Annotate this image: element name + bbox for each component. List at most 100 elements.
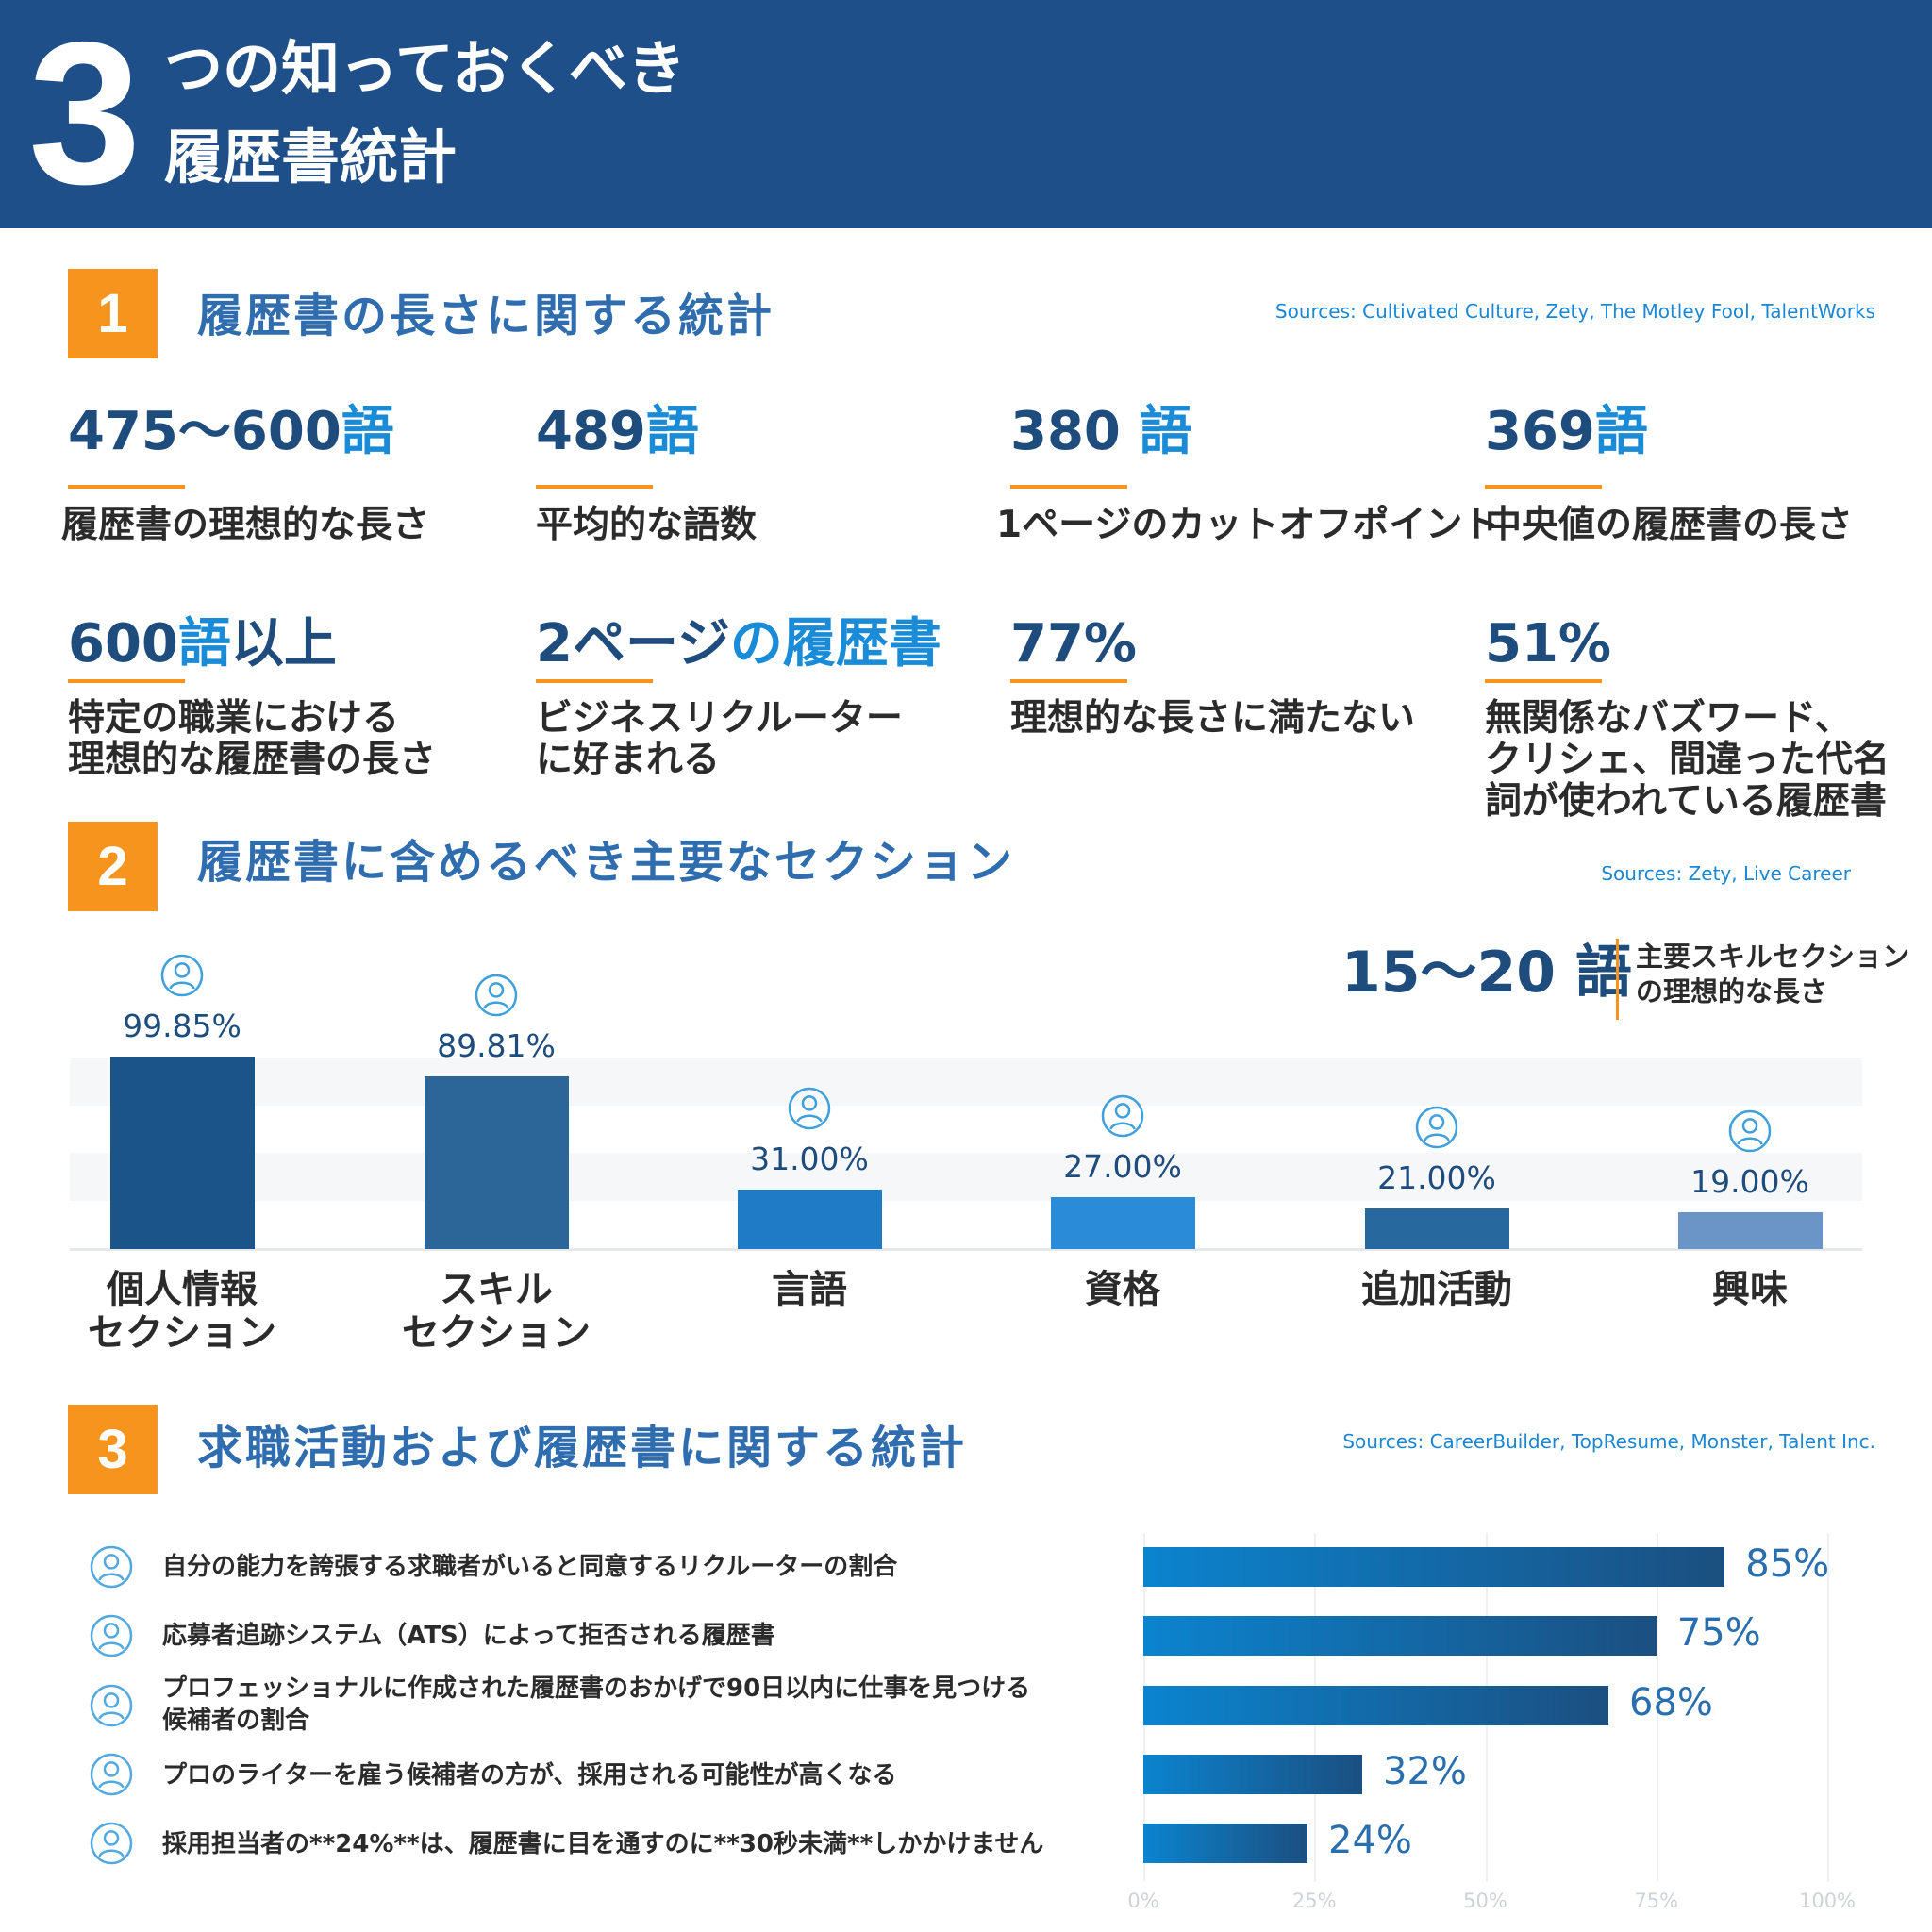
category-label: 追加活動 <box>1361 1268 1512 1311</box>
stat-item-label: 自分の能力を誇張する求職者がいると同意するリクルーターの割合 <box>162 1553 898 1581</box>
stat-value: 77% <box>1010 613 1137 675</box>
stat-underline <box>68 485 185 489</box>
stat-value: 380 語 <box>1010 401 1191 463</box>
stat-number: 2ページ <box>536 613 730 675</box>
x-tick-label: 100% <box>1798 1890 1857 1912</box>
stat-label: 無関係なバズワード、 クリシェ、間違った代名 詞が使われている履歴書 <box>1485 697 1890 823</box>
stat-unit: 語 <box>1594 401 1648 462</box>
bar <box>425 1075 569 1249</box>
header-number: 3 <box>28 0 142 226</box>
bar-value-label: 21.00% <box>1377 1159 1496 1197</box>
stat-item-label: 応募者追跡システム（ATS）によって拒否される履歴書 <box>162 1622 775 1650</box>
stat-number: 369 <box>1485 401 1595 462</box>
category-label: 興味 <box>1712 1268 1788 1311</box>
section1-sources: Sources: Cultivated Culture, Zety, The M… <box>1274 300 1875 323</box>
translation-icon <box>783 1082 836 1135</box>
bar <box>1678 1212 1823 1249</box>
activities-icon <box>1410 1101 1463 1154</box>
hbar <box>1143 1824 1307 1863</box>
stat-suffix: 以上 <box>230 613 337 675</box>
stat-item-label: プロフェッショナルに作成された履歴書のおかげで90日以内に仕事を見つける 候補者… <box>162 1674 1031 1735</box>
ats-reject-icon <box>85 1609 138 1662</box>
section3-title: 求職活動および履歴書に関する統計 <box>197 1422 968 1474</box>
stat-value: 600語以上 <box>68 613 337 675</box>
stat-number: 475〜600 <box>68 401 341 462</box>
x-tick-label: 50% <box>1463 1890 1507 1912</box>
x-tick-label: 75% <box>1634 1890 1679 1912</box>
category-label: 資格 <box>1085 1268 1160 1311</box>
chart-baseline <box>70 1248 1862 1251</box>
skills-network-icon <box>470 969 523 1022</box>
category-label: スキル セクション <box>402 1268 591 1355</box>
section3-badge: 3 <box>68 1405 158 1494</box>
stat-underline <box>1485 679 1602 683</box>
profile-icon <box>156 949 208 1002</box>
callout-value: 15〜20 語 <box>1341 940 1632 1006</box>
stat-unit: 語 <box>645 401 699 462</box>
x-tick-label: 25% <box>1291 1890 1337 1912</box>
stat-number: 489 <box>536 401 646 462</box>
header-title-line1: つの知っておくべき <box>164 34 687 103</box>
header-banner <box>0 0 1932 228</box>
hbar-value-label: 24% <box>1328 1819 1412 1862</box>
x-tick-label: 0% <box>1127 1890 1159 1912</box>
briefcase-envelope-icon <box>85 1679 138 1732</box>
stat-underline <box>1010 485 1127 489</box>
stat-number: 77% <box>1010 613 1138 675</box>
stat-label: 履歴書の理想的な長さ <box>61 504 430 546</box>
bar-value-label: 31.00% <box>750 1140 869 1177</box>
stat-value: 489語 <box>536 401 699 463</box>
section1-title: 履歴書の長さに関する統計 <box>197 290 775 342</box>
interests-icon <box>1724 1105 1776 1158</box>
bar-value-label: 99.85% <box>123 1008 242 1045</box>
stat-label: 特定の職業における 理想的な履歴書の長さ <box>68 697 437 781</box>
bar <box>1365 1208 1509 1249</box>
stat-underline <box>536 485 653 489</box>
target-user-icon <box>85 1541 138 1593</box>
stat-number: 51% <box>1485 613 1612 675</box>
section1-badge: 1 <box>68 269 158 358</box>
hbar <box>1143 1755 1362 1794</box>
hbar <box>1143 1547 1725 1587</box>
header-title-line2: 履歴書統計 <box>164 123 458 192</box>
gridline <box>1656 1533 1658 1882</box>
bar <box>110 1057 255 1249</box>
stat-underline <box>68 679 185 683</box>
stat-label: ビジネスリクルーター に好まれる <box>536 697 903 781</box>
stat-unit: 語 <box>177 613 231 675</box>
pen-icon <box>85 1748 138 1801</box>
hbar-value-label: 68% <box>1629 1681 1713 1724</box>
stat-label: 平均的な語数 <box>536 504 758 546</box>
stat-value: 369語 <box>1485 401 1648 463</box>
stat-unit: 語 <box>1139 401 1192 462</box>
stat-label: 中央値の履歴書の長さ <box>1485 504 1854 546</box>
stat-value: 475〜600語 <box>68 401 394 463</box>
category-label: 個人情報 セクション <box>88 1268 276 1355</box>
stat-unit: 語 <box>341 401 394 462</box>
bar-value-label: 19.00% <box>1690 1163 1809 1201</box>
hbar-value-label: 75% <box>1676 1611 1761 1655</box>
stat-item-label: プロのライターを雇う候補者の方が、採用される可能性が高くなる <box>162 1761 897 1790</box>
bar-value-label: 27.00% <box>1063 1147 1182 1185</box>
hbar <box>1143 1616 1657 1656</box>
stopwatch-icon <box>85 1817 138 1870</box>
section2-badge: 2 <box>68 822 158 911</box>
bar <box>738 1189 882 1249</box>
hbar <box>1143 1686 1608 1725</box>
hbar-value-label: 85% <box>1745 1542 1830 1586</box>
callout-divider <box>1616 939 1619 1020</box>
callout-label: 主要スキルセクション の理想的な長さ <box>1636 941 1910 1008</box>
section2-title: 履歴書に含めるべき主要なセクション <box>197 836 1016 889</box>
section2-sources: Sources: Zety, Live Career <box>1601 862 1851 885</box>
stat-number: 600 <box>68 613 178 675</box>
certificate-icon <box>1096 1090 1149 1142</box>
stat-value: 2ページの履歴書 <box>536 613 941 675</box>
stat-underline <box>536 679 653 683</box>
stat-value: 51% <box>1485 613 1611 675</box>
chart-band <box>70 1153 1862 1201</box>
stat-underline <box>1010 679 1127 683</box>
chart-band <box>70 1058 1862 1106</box>
bar-value-label: 89.81% <box>437 1026 556 1064</box>
gridline <box>1827 1533 1829 1882</box>
stat-underline <box>1485 485 1602 489</box>
